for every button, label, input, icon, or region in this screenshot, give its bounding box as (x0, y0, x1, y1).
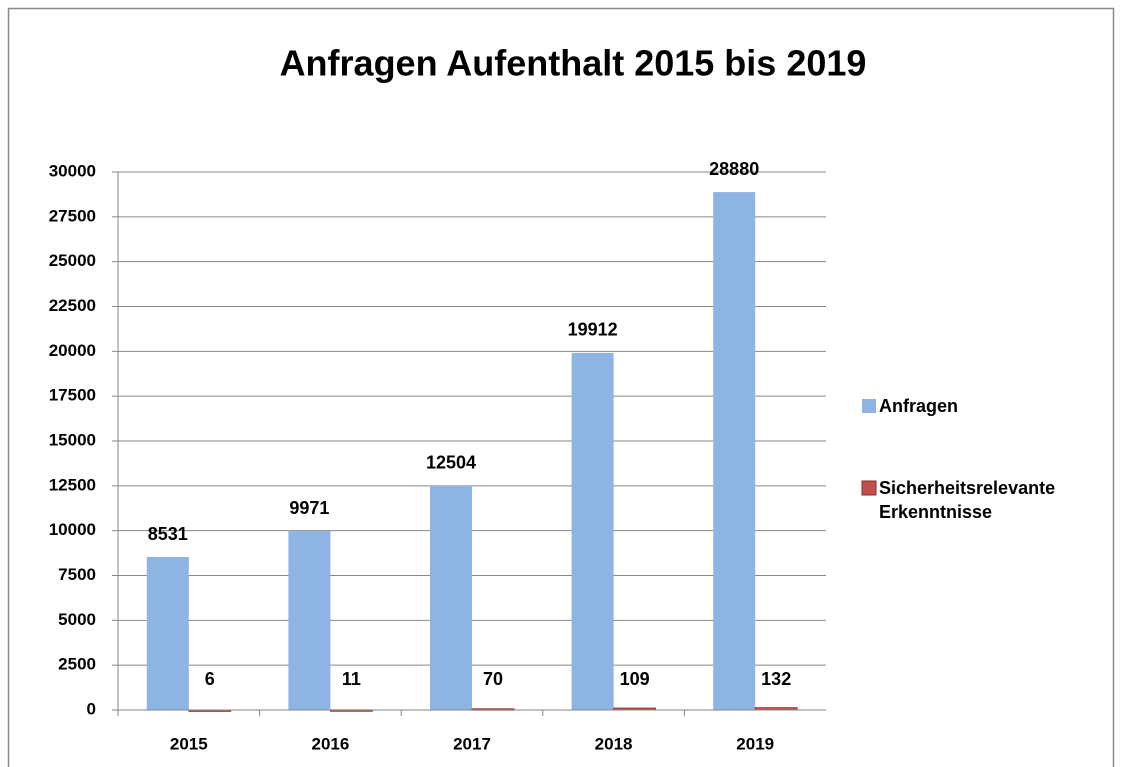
bar (430, 485, 472, 710)
y-tick-label: 17500 (49, 386, 96, 405)
value-label: 8531 (148, 524, 188, 544)
chart-border (7, 7, 1115, 767)
y-tick-label: 2500 (58, 655, 96, 674)
y-tick-label: 25000 (49, 251, 96, 270)
value-label: 12504 (426, 453, 476, 473)
y-tick-label: 27500 (49, 206, 96, 225)
y-tick-label: 0 (87, 699, 96, 718)
legend-swatch (862, 399, 876, 413)
x-tick-label: 2016 (311, 734, 349, 753)
y-tick-label: 12500 (49, 475, 96, 494)
x-tick-label: 2019 (736, 734, 774, 753)
x-tick-label: 2017 (453, 734, 491, 753)
value-label: 132 (761, 669, 791, 689)
x-tick-label: 2018 (595, 734, 633, 753)
legend-label: Sicherheitsrelevante Erkenntnisse (879, 478, 1056, 522)
y-tick-label: 20000 (49, 341, 96, 360)
y-tick-label: 7500 (58, 565, 96, 584)
y-tick-label: 15000 (49, 430, 96, 449)
bar (571, 352, 614, 710)
y-tick-label: 22500 (49, 296, 96, 315)
legend-label: Anfragen (879, 396, 959, 416)
legend-swatch (861, 480, 877, 496)
bar (288, 531, 331, 710)
chart-title: Anfragen Aufenthalt 2015 bis 2019 (280, 43, 867, 84)
y-tick-label: 10000 (49, 520, 96, 539)
value-label: 19912 (568, 320, 618, 340)
bar (146, 557, 189, 710)
y-tick-label: 30000 (49, 161, 96, 180)
value-label: 6 (205, 669, 215, 689)
y-tick-label: 5000 (58, 610, 96, 629)
value-label: 9971 (289, 498, 329, 518)
bar (713, 192, 756, 710)
value-label: 109 (620, 669, 650, 689)
value-label: 11 (342, 669, 361, 689)
value-label: 28880 (709, 159, 759, 179)
x-tick-label: 2015 (170, 734, 208, 753)
value-label: 70 (483, 669, 503, 689)
